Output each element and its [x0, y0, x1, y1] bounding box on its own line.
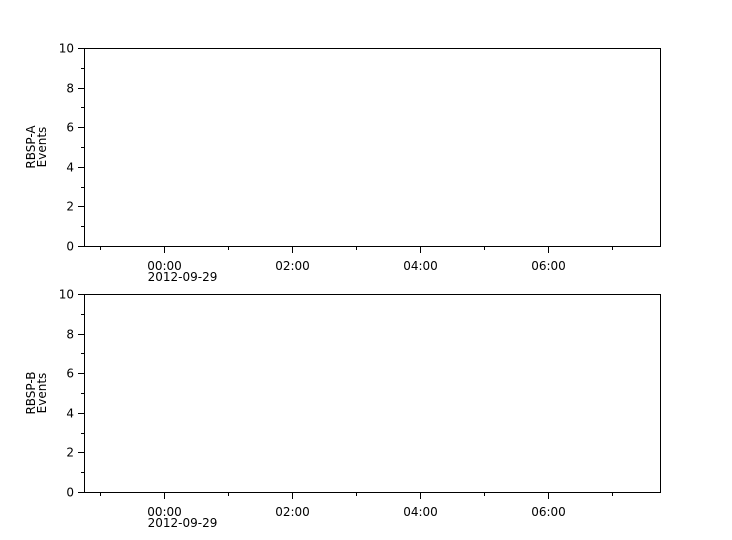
- y-tick-label: 8: [66, 328, 74, 342]
- y-tick-label: 0: [66, 486, 74, 500]
- x-date-label: 2012-09-29: [148, 270, 218, 284]
- y-axis-label: RBSP-B: [24, 371, 38, 414]
- plot-frame: [84, 48, 661, 247]
- y-tick-label: 6: [66, 367, 74, 381]
- y-tick-label: 10: [59, 42, 74, 56]
- x-tick-label: 00:00: [147, 505, 182, 519]
- y-tick-label: 10: [59, 288, 74, 302]
- x-tick-label: 06:00: [531, 505, 566, 519]
- x-tick-label: 04:00: [403, 505, 438, 519]
- y-tick-label: 2: [66, 446, 74, 460]
- y-tick-label: 0: [66, 240, 74, 254]
- x-tick-label: 04:00: [403, 259, 438, 273]
- x-date-label: 2012-09-29: [148, 516, 218, 530]
- y-axis-label: Events: [35, 373, 49, 414]
- x-tick-label: 00:00: [147, 259, 182, 273]
- x-tick-label: 06:00: [531, 259, 566, 273]
- y-axis-label: RBSP-A: [24, 125, 38, 169]
- y-tick-label: 4: [66, 161, 74, 175]
- y-tick-label: 2: [66, 200, 74, 214]
- y-axis-label: Events: [35, 127, 49, 168]
- x-tick-label: 02:00: [275, 505, 310, 519]
- y-tick-label: 4: [66, 407, 74, 421]
- plot-frame: [84, 294, 661, 493]
- y-tick-label: 8: [66, 82, 74, 96]
- y-tick-label: 6: [66, 121, 74, 135]
- x-tick-label: 02:00: [275, 259, 310, 273]
